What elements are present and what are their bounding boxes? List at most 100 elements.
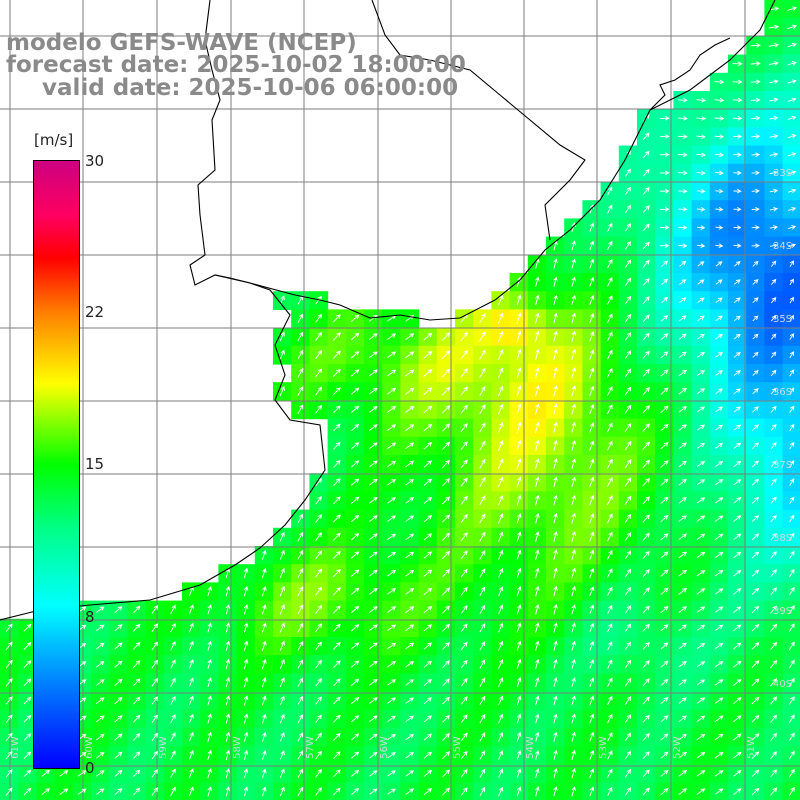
wind-arrow xyxy=(642,642,650,650)
wind-arrow xyxy=(678,170,688,176)
wind-arrow xyxy=(368,533,378,541)
wind-arrow xyxy=(96,679,105,686)
wind-arrow xyxy=(5,659,13,669)
wind-arrow xyxy=(607,404,613,415)
wind-arrow xyxy=(606,495,613,506)
wind-arrow xyxy=(368,551,378,559)
wind-arrow xyxy=(770,442,777,450)
wind-arrow xyxy=(660,496,669,504)
wind-arrow xyxy=(516,695,522,706)
wind-arrow xyxy=(405,752,414,759)
wind-arrow xyxy=(696,461,706,467)
wind-arrow xyxy=(261,640,267,651)
wind-arrow xyxy=(715,315,723,322)
wind-arrow xyxy=(607,713,613,724)
wind-arrow xyxy=(333,751,341,760)
wind-arrow xyxy=(225,676,231,688)
wind-arrow xyxy=(297,677,304,687)
wind-arrow xyxy=(624,787,632,796)
wind-arrow xyxy=(642,787,650,796)
wind-arrow xyxy=(788,750,795,760)
wind-arrow xyxy=(789,568,795,578)
wind-arrow xyxy=(225,658,231,670)
wind-arrow xyxy=(332,587,341,596)
wind-arrow xyxy=(751,225,760,230)
wind-arrow xyxy=(624,568,632,578)
wind-arrow xyxy=(571,567,577,579)
wind-arrow xyxy=(553,366,558,379)
wind-arrow xyxy=(96,697,105,704)
wind-arrow xyxy=(188,695,194,706)
wind-arrow xyxy=(405,478,415,486)
wind-arrow xyxy=(715,624,724,631)
wind-arrow xyxy=(279,385,285,396)
wind-arrow xyxy=(279,622,285,633)
wind-arrow xyxy=(715,442,724,449)
wind-arrow xyxy=(5,623,13,632)
wind-arrow xyxy=(386,387,397,395)
wind-arrow xyxy=(423,660,433,668)
wind-arrow xyxy=(733,551,742,559)
wind-arrow xyxy=(660,551,669,559)
wind-arrow xyxy=(770,333,777,340)
wind-arrow xyxy=(696,606,706,613)
wind-arrow xyxy=(460,477,468,487)
wind-arrow xyxy=(207,767,212,779)
wind-arrow xyxy=(225,713,231,724)
wind-arrow xyxy=(642,205,650,213)
wind-arrow xyxy=(770,514,777,523)
wind-arrow xyxy=(114,788,123,796)
wind-arrow xyxy=(516,531,522,542)
wind-arrow xyxy=(479,604,486,615)
wind-arrow xyxy=(553,749,558,761)
wind-arrow xyxy=(750,43,761,48)
wind-arrow xyxy=(441,368,451,378)
wind-arrow xyxy=(479,641,486,651)
wind-arrow xyxy=(333,769,341,778)
wind-arrow xyxy=(535,458,540,470)
wind-arrow xyxy=(642,223,650,232)
wind-arrow xyxy=(788,696,795,705)
wind-arrow xyxy=(460,696,468,705)
wind-arrow xyxy=(423,569,433,577)
wind-arrow xyxy=(751,460,759,468)
wind-arrow xyxy=(571,658,576,669)
wind-arrow xyxy=(297,513,304,524)
coast-line xyxy=(371,0,586,241)
wind-arrow xyxy=(733,442,742,449)
wind-arrow xyxy=(423,642,433,650)
wind-arrow xyxy=(188,640,194,651)
wind-arrow xyxy=(660,605,669,614)
wind-arrow xyxy=(460,641,468,651)
wind-arrow xyxy=(696,225,706,230)
wind-arrow xyxy=(624,495,632,505)
wind-arrow xyxy=(442,423,451,432)
wind-arrow xyxy=(387,478,397,486)
wind-arrow xyxy=(624,241,632,250)
wind-arrow xyxy=(497,494,504,506)
wind-arrow xyxy=(696,207,706,212)
wind-arrow xyxy=(170,622,176,633)
wind-arrow xyxy=(715,479,724,486)
wind-arrow xyxy=(534,385,540,397)
wind-arrow xyxy=(696,116,707,121)
wind-arrow xyxy=(553,513,558,524)
wind-arrow xyxy=(696,479,706,486)
wind-arrow xyxy=(715,207,724,212)
wind-arrow xyxy=(589,604,595,615)
wind-arrow xyxy=(751,206,760,212)
wind-arrow xyxy=(642,296,650,304)
wind-arrow xyxy=(350,660,360,668)
wind-arrow xyxy=(770,787,778,796)
wind-arrow xyxy=(297,732,304,742)
wind-arrow xyxy=(788,243,797,248)
wind-arrow xyxy=(660,660,669,668)
wind-arrow xyxy=(207,585,212,597)
wind-arrow xyxy=(714,588,724,595)
wind-arrow xyxy=(770,551,777,559)
wind-arrow xyxy=(789,550,795,559)
colorbar-tick: 30 xyxy=(85,152,105,170)
wind-arrow xyxy=(188,713,194,724)
wind-arrow xyxy=(679,297,687,304)
